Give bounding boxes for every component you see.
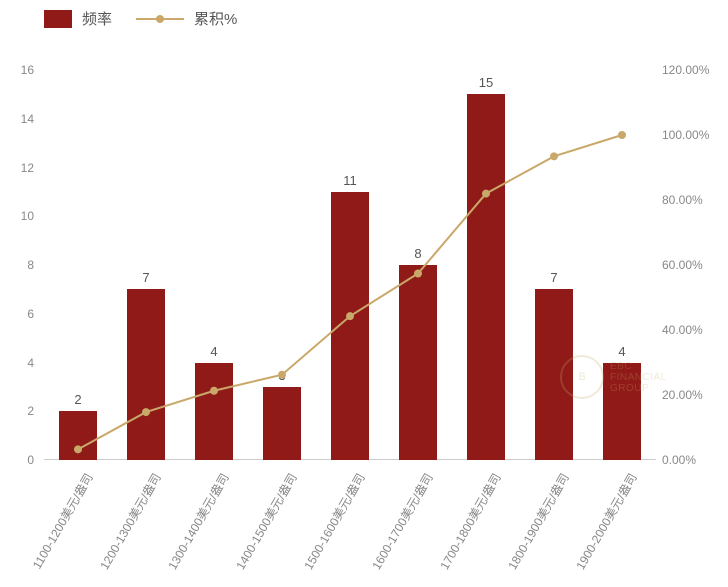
- line-series: [44, 70, 656, 460]
- legend-label: 累积%: [194, 8, 237, 29]
- y-right-tick: 40.00%: [662, 323, 703, 337]
- x-axis-label: 1200-1300美元/盎司: [96, 470, 165, 573]
- line-marker: [210, 387, 218, 395]
- legend-item: 频率: [44, 8, 112, 29]
- y-left-tick: 12: [21, 161, 34, 175]
- x-axis-label: 1100-1200美元/盎司: [28, 470, 97, 572]
- legend-label: 频率: [82, 8, 112, 29]
- y-right-tick: 20.00%: [662, 388, 703, 402]
- y-right-tick: 0.00%: [662, 453, 696, 467]
- y-right-tick: 100.00%: [662, 128, 709, 142]
- line-marker: [74, 445, 82, 453]
- y-right-tick: 80.00%: [662, 193, 703, 207]
- line-marker: [482, 190, 490, 198]
- legend-swatch-bar: [44, 10, 72, 28]
- y-left-tick: 16: [21, 63, 34, 77]
- line-marker: [346, 312, 354, 320]
- line-marker: [550, 152, 558, 160]
- y-left-tick: 0: [27, 453, 34, 467]
- legend-swatch-line: [136, 18, 184, 20]
- y-left-tick: 4: [27, 356, 34, 370]
- x-axis-label: 1800-1900美元/盎司: [504, 470, 573, 573]
- y-left-tick: 8: [27, 258, 34, 272]
- legend: 频率 累积%: [44, 8, 237, 29]
- y-right-tick: 120.00%: [662, 63, 709, 77]
- y-left-tick: 14: [21, 112, 34, 126]
- line-marker: [618, 131, 626, 139]
- line-marker: [142, 408, 150, 416]
- x-axis-label: 1500-1600美元/盎司: [300, 470, 369, 573]
- x-axis-label: 1700-1800美元/盎司: [436, 470, 505, 573]
- y-left-tick: 6: [27, 307, 34, 321]
- line-marker: [278, 371, 286, 379]
- x-axis-label: 1900-2000美元/盎司: [572, 470, 641, 573]
- legend-item: 累积%: [136, 8, 237, 29]
- x-axis-label: 1400-1500美元/盎司: [232, 470, 301, 573]
- y-left-tick: 2: [27, 404, 34, 418]
- chart-area: 0246810121416 0.00%20.00%40.00%60.00%80.…: [44, 70, 656, 460]
- x-axis-label: 1600-1700美元/盎司: [368, 470, 437, 573]
- y-right-tick: 60.00%: [662, 258, 703, 272]
- line-marker: [414, 270, 422, 278]
- x-axis-label: 1300-1400美元/盎司: [164, 470, 233, 573]
- line-path: [78, 135, 622, 449]
- y-left-tick: 10: [21, 209, 34, 223]
